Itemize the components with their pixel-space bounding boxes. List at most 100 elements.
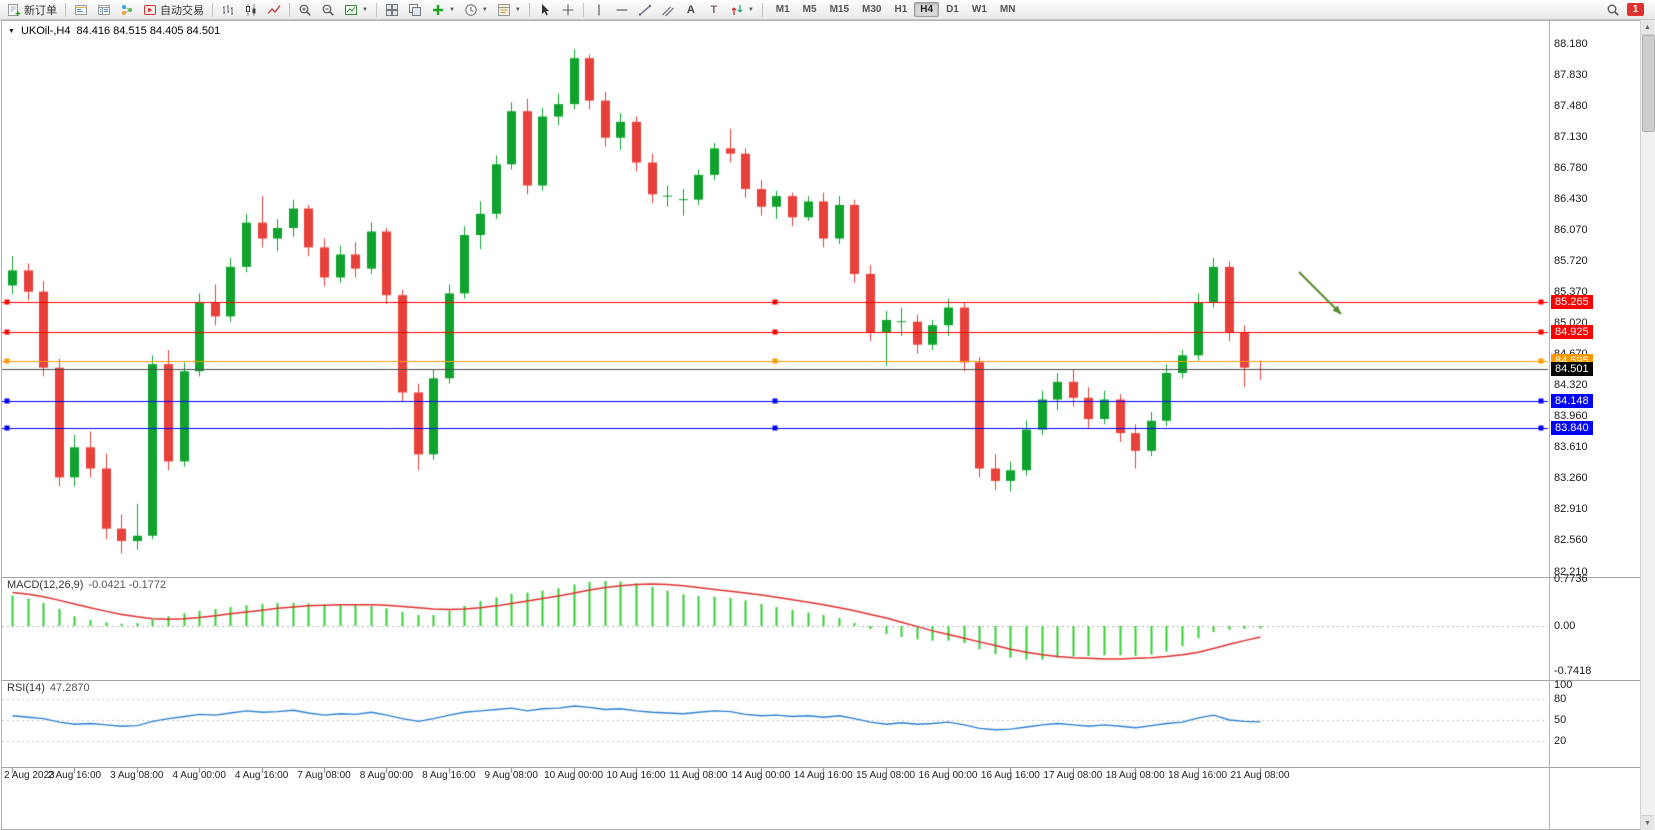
- new-order-button[interactable]: 新订单: [3, 0, 61, 19]
- rsi-axis-label: 50: [1554, 714, 1567, 726]
- template-icon: [497, 3, 511, 17]
- price-axis-label: 82.560: [1554, 534, 1588, 547]
- market-watch-button[interactable]: [70, 0, 92, 19]
- caret-down-icon: ▼: [481, 6, 488, 13]
- caret-down-icon: ▼: [514, 6, 521, 13]
- horizontal-line-button[interactable]: [611, 0, 633, 19]
- price-axis-label: 82.910: [1554, 503, 1588, 516]
- price-line-badge: 85.265: [1551, 294, 1593, 309]
- toolbar-separator: [289, 2, 290, 17]
- toolbar-separator: [528, 2, 530, 17]
- chart-window: ▼ UKOil-,H4 84.416 84.515 84.405 84.501 …: [1, 20, 1641, 830]
- rsi-name: RSI(14): [7, 682, 45, 694]
- zoom-in-icon: [298, 3, 312, 17]
- text-label-icon: T: [710, 3, 718, 16]
- channel-button[interactable]: [657, 0, 679, 19]
- line-chart-mode-button[interactable]: [263, 0, 285, 19]
- price-line-badge: 84.501: [1551, 362, 1593, 377]
- indicators-button[interactable]: ▼: [427, 0, 459, 19]
- notification-badge[interactable]: 1: [1627, 3, 1644, 16]
- text-label-button[interactable]: T: [703, 0, 725, 19]
- rsi-axis-label: 20: [1554, 735, 1567, 747]
- bar-chart-mode-button[interactable]: [217, 0, 239, 19]
- timeframe-h1-button[interactable]: H1: [894, 4, 908, 15]
- bar-chart-icon: [221, 3, 235, 17]
- indicators-plus-icon: [431, 3, 445, 17]
- toolbar-separator: [65, 2, 66, 17]
- rsi-value: 47.2870: [49, 682, 90, 694]
- price-line-badge: 83.840: [1551, 420, 1593, 435]
- trendline-icon: [638, 3, 652, 17]
- new-order-button-label: 新订单: [24, 4, 57, 17]
- timeframe-toolbar: M1 M5 M15 M30 H1 H4 D1 W1 MN: [770, 2, 1022, 17]
- candlestick-icon: [244, 3, 258, 17]
- one-click-trading-toggle[interactable]: ▼: [8, 27, 15, 35]
- ohlc-values: 84.416 84.515 84.405 84.501: [76, 25, 221, 37]
- price-axis-label: 88.180: [1554, 37, 1588, 50]
- crosshair-icon: [561, 3, 575, 17]
- price-axis-label: 86.780: [1554, 161, 1588, 174]
- timeframe-mn-button[interactable]: MN: [999, 4, 1016, 15]
- price-axis-label: 84.670: [1554, 348, 1588, 361]
- zoom-in-button[interactable]: [294, 0, 316, 19]
- trendline-button[interactable]: [634, 0, 656, 19]
- price-chart-canvas[interactable]: [2, 21, 1550, 781]
- chart-title: ▼ UKOil-,H4 84.416 84.515 84.405 84.501: [8, 25, 220, 37]
- price-axis-label: 87.130: [1554, 130, 1588, 143]
- vertical-line-button[interactable]: [588, 0, 610, 19]
- tile-windows-button[interactable]: [381, 0, 403, 19]
- market-watch-icon: [74, 3, 88, 17]
- toolbar-right: 1: [1606, 3, 1652, 17]
- timeframe-d1-button[interactable]: D1: [946, 4, 959, 15]
- scrollbar-thumb[interactable]: [1642, 35, 1655, 132]
- crosshair-button[interactable]: [557, 0, 579, 19]
- timeframe-m1-button[interactable]: M1: [775, 4, 790, 15]
- line-chart-icon: [267, 3, 281, 17]
- price-axis-label: 83.260: [1554, 472, 1588, 485]
- timeframe-m5-button[interactable]: M5: [802, 4, 817, 15]
- time-axis-separator: [2, 767, 1640, 768]
- toolbar-separator: [212, 2, 213, 17]
- new-order-icon: [7, 3, 21, 17]
- text-button[interactable]: A: [680, 0, 702, 19]
- vertical-line-icon: [592, 3, 606, 17]
- arrows-button[interactable]: ▼: [726, 0, 758, 19]
- clock-icon: [464, 3, 478, 17]
- timeframe-h4-button[interactable]: H4: [914, 2, 940, 17]
- toolbar-separator: [582, 2, 584, 17]
- macd-panel-separator[interactable]: [2, 577, 1640, 578]
- price-axis-label: 83.610: [1554, 441, 1588, 454]
- symbol-period-label: UKOil-,H4: [20, 25, 71, 37]
- price-axis-label: 86.430: [1554, 192, 1588, 205]
- templates-button[interactable]: ▼: [493, 0, 525, 19]
- text-a-icon: A: [686, 3, 695, 16]
- timeframe-m15-button[interactable]: M15: [829, 4, 850, 15]
- tile-windows-icon: [385, 3, 399, 17]
- cursor-button[interactable]: [534, 0, 556, 19]
- zoom-out-button[interactable]: [317, 0, 339, 19]
- price-axis-label: 87.830: [1554, 68, 1588, 81]
- timeframe-m30-button[interactable]: M30: [862, 4, 882, 15]
- main-toolbar: 新订单 自动交易 ▼ ▼ ▼ ▼ A T ▼ M1 M5 M15 M30 H1 H4 D1 W1 MN 1: [0, 0, 1655, 20]
- price-axis-label: 87.480: [1554, 99, 1588, 112]
- price-line-badge: 84.148: [1551, 393, 1593, 408]
- scroll-up-button[interactable]: ▲: [1641, 20, 1654, 35]
- search-icon[interactable]: [1606, 3, 1620, 17]
- timeframe-w1-button[interactable]: W1: [971, 4, 987, 15]
- cascade-windows-button[interactable]: [404, 0, 426, 19]
- scroll-down-button[interactable]: ▼: [1641, 815, 1654, 830]
- rsi-panel-separator[interactable]: [2, 680, 1640, 681]
- candlestick-mode-button[interactable]: [240, 0, 262, 19]
- price-axis-label: 86.070: [1554, 223, 1588, 236]
- new-chart-button[interactable]: ▼: [340, 0, 372, 19]
- price-axis-label: 83.960: [1554, 410, 1588, 423]
- navigator-button[interactable]: [116, 0, 138, 19]
- data-window-button[interactable]: [93, 0, 115, 19]
- price-axis-label: 84.320: [1554, 379, 1588, 392]
- data-window-icon: [97, 3, 111, 17]
- auto-trading-button[interactable]: 自动交易: [139, 0, 208, 19]
- vertical-scrollbar[interactable]: ▲ ▼: [1640, 20, 1655, 830]
- navigator-icon: [120, 3, 134, 17]
- periods-button[interactable]: ▼: [460, 0, 492, 19]
- toolbar-buttons: 新订单 自动交易 ▼ ▼ ▼ ▼ A T ▼: [3, 0, 766, 19]
